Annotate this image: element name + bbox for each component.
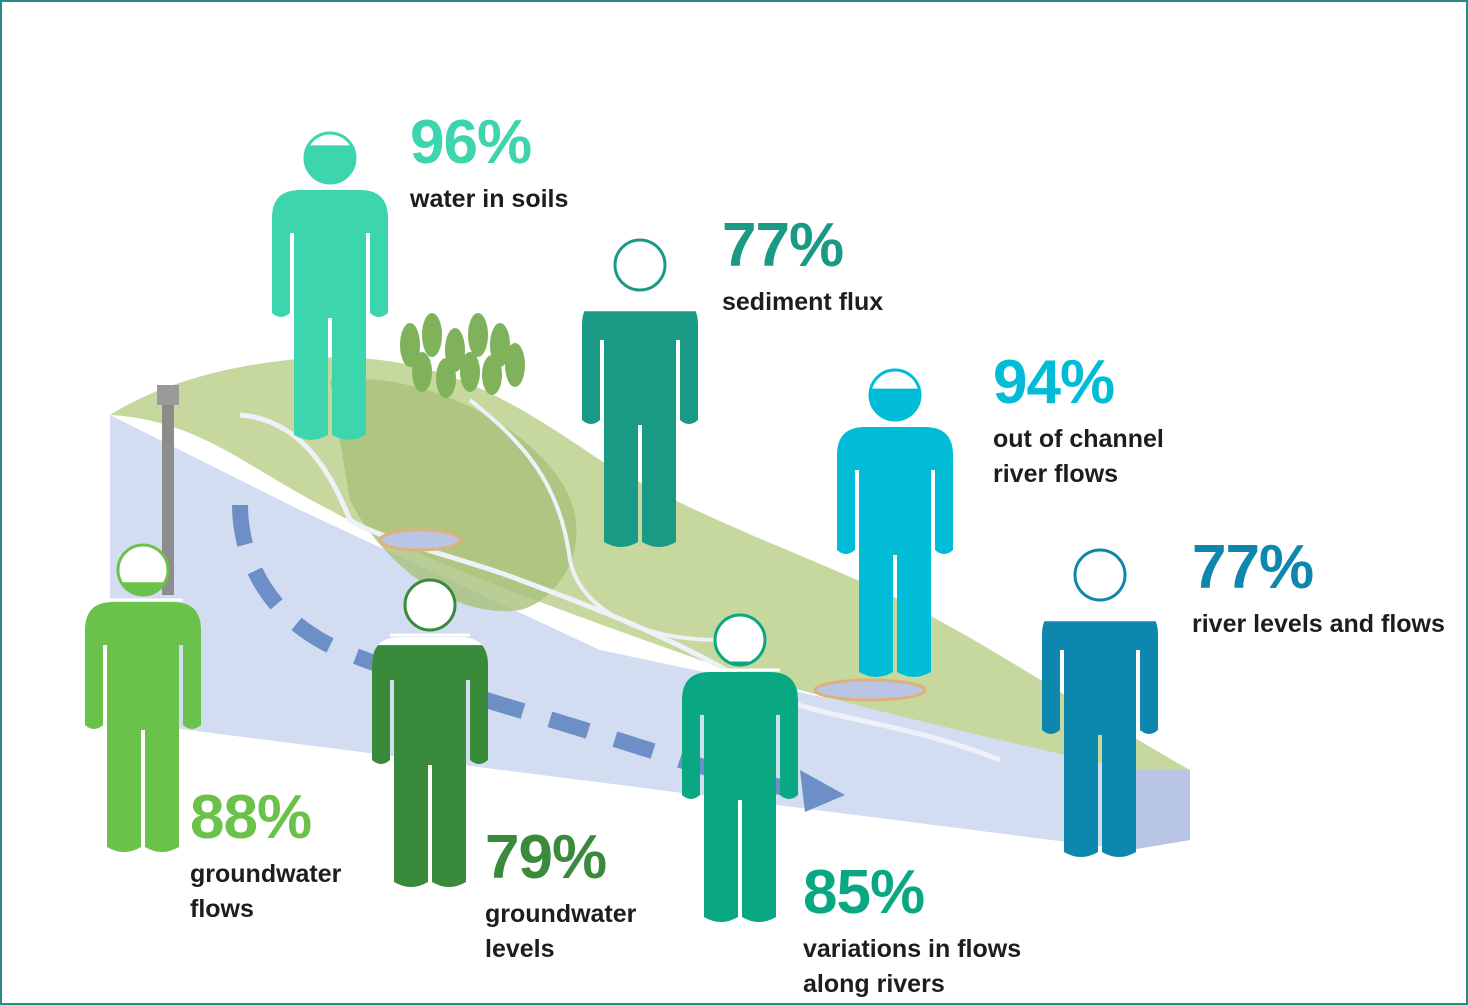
value-label: 96% bbox=[410, 112, 531, 174]
well-head bbox=[157, 385, 179, 405]
category-label: sediment flux bbox=[722, 285, 883, 320]
value-label: 77% bbox=[722, 215, 843, 277]
value-label: 77% bbox=[1192, 537, 1313, 599]
value-label: 85% bbox=[803, 862, 924, 924]
category-label: water in soils bbox=[410, 182, 568, 217]
value-label: 94% bbox=[993, 352, 1114, 414]
value-label: 88% bbox=[190, 787, 311, 849]
category-label: out of channel river flows bbox=[993, 422, 1164, 492]
value-label: 79% bbox=[485, 827, 606, 889]
category-label: variations in flows along rivers bbox=[803, 932, 1021, 1002]
ground-side bbox=[1130, 770, 1190, 850]
category-label: river levels and flows bbox=[1192, 607, 1445, 642]
infographic: 96% water in soils 77% sediment flux 94% out … bbox=[0, 0, 1468, 1005]
lake bbox=[815, 680, 925, 700]
category-label: groundwater flows bbox=[190, 857, 341, 927]
category-label: groundwater levels bbox=[485, 897, 636, 967]
landscape bbox=[0, 0, 1468, 1005]
lake bbox=[380, 530, 460, 550]
